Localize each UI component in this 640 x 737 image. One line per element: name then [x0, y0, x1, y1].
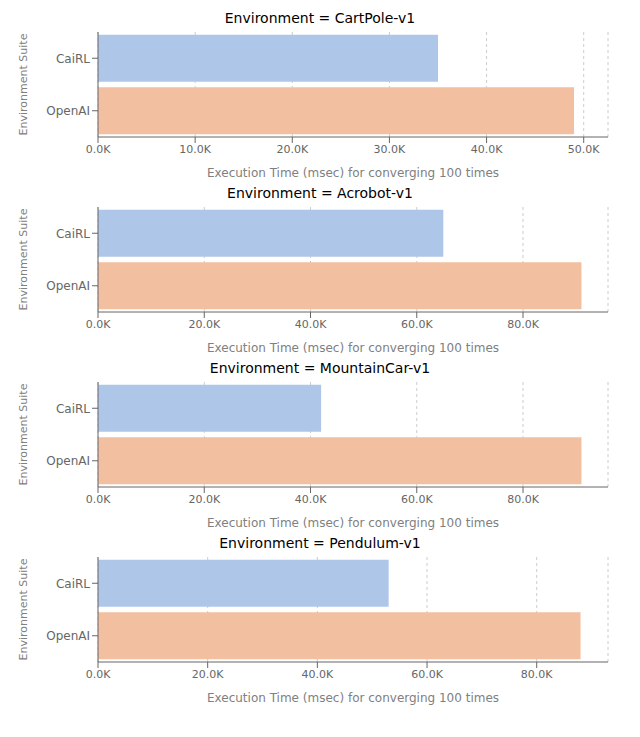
svg-text:80.0K: 80.0K: [521, 668, 553, 681]
svg-text:CaiRL: CaiRL: [56, 577, 90, 591]
svg-text:CaiRL: CaiRL: [56, 227, 90, 241]
svg-text:40.0K: 40.0K: [471, 143, 503, 156]
svg-text:Environment Suite: Environment Suite: [17, 558, 30, 660]
svg-text:0.0K: 0.0K: [86, 143, 111, 156]
svg-text:80.0K: 80.0K: [507, 493, 539, 506]
svg-text:40.0K: 40.0K: [295, 493, 327, 506]
svg-text:30.0K: 30.0K: [374, 143, 406, 156]
svg-text:60.0K: 60.0K: [401, 318, 433, 331]
svg-text:Environment Suite: Environment Suite: [17, 383, 30, 485]
svg-text:OpenAI: OpenAI: [46, 454, 90, 468]
svg-text:OpenAI: OpenAI: [46, 104, 90, 118]
svg-text:OpenAI: OpenAI: [46, 629, 90, 643]
html-text:Environment = MountainCar-v1: Environment = MountainCar-v1: [209, 360, 431, 376]
svg-text:Execution Time (msec) for conv: Execution Time (msec) for converging 100…: [207, 691, 499, 705]
svg-text:CaiRL: CaiRL: [56, 52, 90, 66]
svg-text:Execution Time (msec) for conv: Execution Time (msec) for converging 100…: [207, 166, 499, 180]
html-text:Environment = Pendulum-v1: Environment = Pendulum-v1: [219, 535, 421, 551]
svg-text:50.0K: 50.0K: [568, 143, 600, 156]
svg-text:0.0K: 0.0K: [86, 668, 111, 681]
svg-text:20.0K: 20.0K: [276, 143, 308, 156]
html-text:Environment = Acrobot-v1: Environment = Acrobot-v1: [227, 185, 413, 201]
svg-text:80.0K: 80.0K: [507, 318, 539, 331]
svg-text:OpenAI: OpenAI: [46, 279, 90, 293]
svg-text:60.0K: 60.0K: [411, 668, 443, 681]
svg-text:20.0K: 20.0K: [192, 668, 224, 681]
html-text:Environment = CartPole-v1: Environment = CartPole-v1: [224, 10, 416, 26]
svg-text:20.0K: 20.0K: [188, 493, 220, 506]
svg-text:40.0K: 40.0K: [301, 668, 333, 681]
svg-text:Environment Suite: Environment Suite: [17, 33, 30, 135]
svg-text:10.0K: 10.0K: [179, 143, 211, 156]
svg-text:Execution Time (msec) for conv: Execution Time (msec) for converging 100…: [207, 341, 499, 355]
svg-text:40.0K: 40.0K: [295, 318, 327, 331]
svg-text:Execution Time (msec) for conv: Execution Time (msec) for converging 100…: [207, 516, 499, 530]
svg-text:0.0K: 0.0K: [86, 318, 111, 331]
svg-text:0.0K: 0.0K: [86, 493, 111, 506]
svg-text:20.0K: 20.0K: [188, 318, 220, 331]
svg-text:60.0K: 60.0K: [401, 493, 433, 506]
svg-text:Environment Suite: Environment Suite: [17, 208, 30, 310]
svg-text:CaiRL: CaiRL: [56, 402, 90, 416]
